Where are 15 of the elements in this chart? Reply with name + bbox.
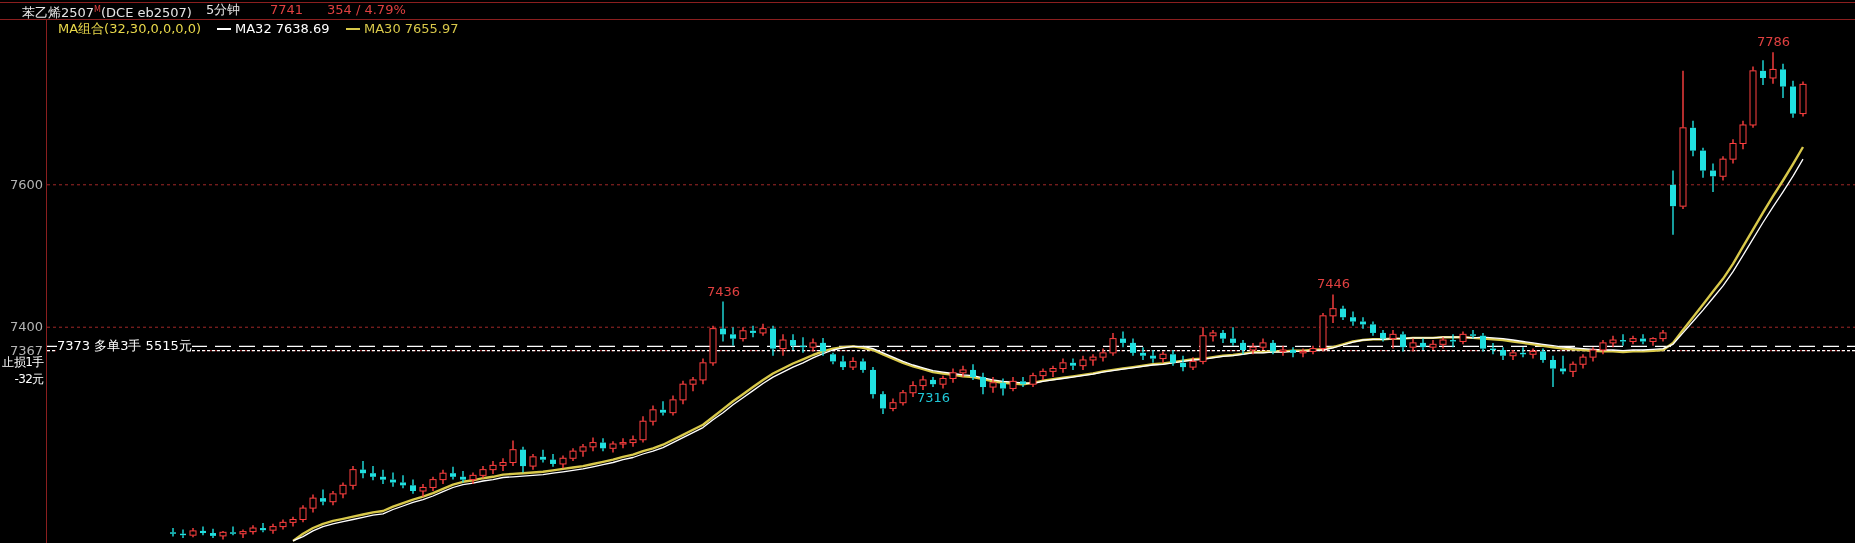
annotation: 7446 <box>1317 276 1351 292</box>
ref-line-label: 7373 多单3手 5515元 <box>57 338 192 354</box>
chart-title: 苯乙烯2507$^{M}$(DCE eb2507) <box>22 4 192 21</box>
ref-line-label: 止损1手 -32元 <box>1 354 44 388</box>
legend-label: MA30 7655.97 <box>364 21 459 36</box>
text: 354 / 4.79% <box>327 2 406 17</box>
annotation: 7786 <box>1757 34 1791 50</box>
annotation: 7436 <box>707 283 741 299</box>
chart-subtitle: 5分钟 <box>206 2 241 17</box>
y-tick-label: 7400 <box>9 319 43 335</box>
annotation: MA组合(32,30,0,0,0,0) <box>58 21 202 36</box>
text: 7741 <box>270 2 304 17</box>
annotation: 7316 <box>917 390 951 406</box>
y-tick-label: 7600 <box>9 176 43 192</box>
legend-label: MA32 7638.69 <box>235 21 330 36</box>
